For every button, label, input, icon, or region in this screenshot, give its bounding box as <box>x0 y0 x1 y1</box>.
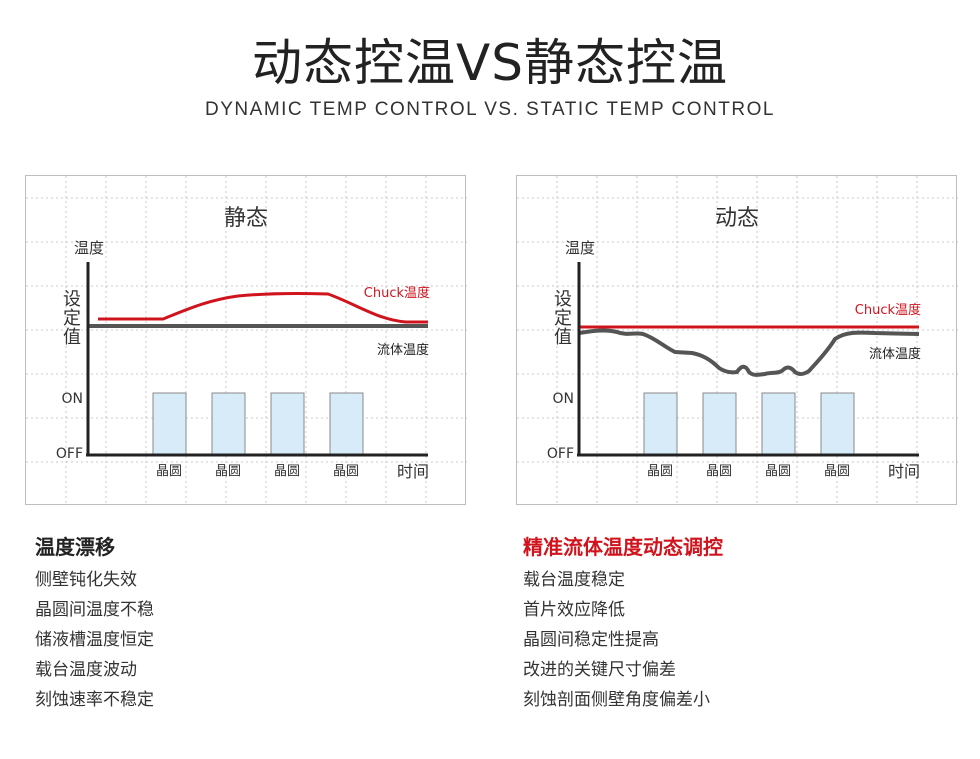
setpoint-label-2: 定 <box>63 308 81 329</box>
wafer-block <box>152 392 187 456</box>
static-chart-svg: 静态 温度 设 定 值 ON OFF Chuck温度 流体温度 晶圆 晶圆 晶圆… <box>26 176 467 506</box>
on-label: ON <box>553 391 575 407</box>
list-item: 晶圆间稳定性提高 <box>523 630 659 650</box>
wafer-block <box>761 392 796 456</box>
setpoint-label-2: 定 <box>554 308 572 329</box>
on-label: ON <box>62 391 84 407</box>
list-item: 载台温度稳定 <box>523 570 625 590</box>
list-item: 储液槽温度恒定 <box>35 630 154 650</box>
list-heading: 温度漂移 <box>35 535 115 559</box>
off-label: OFF <box>56 446 83 462</box>
list-item: 刻蚀剖面侧壁角度偏差小 <box>523 690 710 710</box>
fluid-temp-label: 流体温度 <box>869 346 921 362</box>
page-subtitle: DYNAMIC TEMP CONTROL VS. STATIC TEMP CON… <box>205 99 775 120</box>
list-item: 刻蚀速率不稳定 <box>35 690 154 710</box>
wafer-block <box>643 392 678 456</box>
panel-title: 静态 <box>224 206 268 231</box>
wafer-blocks <box>152 392 364 456</box>
wafer-block <box>270 392 305 456</box>
panel-title: 动态 <box>715 206 759 231</box>
wafer-label: 晶圆 <box>156 464 182 479</box>
grid <box>517 176 958 506</box>
wafer-label: 晶圆 <box>274 464 300 479</box>
wafer-label: 晶圆 <box>647 464 673 479</box>
list-heading: 精准流体温度动态调控 <box>523 535 723 559</box>
list-item: 改进的关键尺寸偏差 <box>523 660 676 680</box>
setpoint-label-1: 设 <box>63 289 81 310</box>
chuck-temp-label: Chuck温度 <box>855 302 921 318</box>
dynamic-chart-svg: 动态 温度 设 定 值 ON OFF Chuck温度 流体温度 晶圆 晶圆 晶圆… <box>517 176 958 506</box>
chuck-temp-line <box>98 291 428 324</box>
page-title: 动态控温VS静态控温 <box>252 34 728 92</box>
static-issues-list: 温度漂移 侧壁钝化失效 晶圆间温度不稳 储液槽温度恒定 载台温度波动 刻蚀速率不… <box>35 532 455 715</box>
setpoint-label-1: 设 <box>554 289 572 310</box>
wafer-block <box>820 392 855 456</box>
fluid-temp-line <box>578 328 920 377</box>
setpoint-label-3: 值 <box>554 327 572 348</box>
chuck-temp-label: Chuck温度 <box>364 285 430 301</box>
list-item: 首片效应降低 <box>523 600 625 620</box>
wafer-block <box>211 392 246 456</box>
wafer-label: 晶圆 <box>824 464 850 479</box>
x-axis-label: 时间 <box>397 462 429 481</box>
wafer-label: 晶圆 <box>333 464 359 479</box>
setpoint-label-3: 值 <box>63 327 81 348</box>
x-axis-label: 时间 <box>888 462 920 481</box>
wafer-label: 晶圆 <box>706 464 732 479</box>
wafer-block <box>702 392 737 456</box>
wafer-block <box>329 392 364 456</box>
list-item: 载台温度波动 <box>35 660 137 680</box>
wafer-label: 晶圆 <box>215 464 241 479</box>
static-chart-panel: 静态 温度 设 定 值 ON OFF Chuck温度 流体温度 晶圆 晶圆 晶圆… <box>25 175 467 506</box>
list-item: 晶圆间温度不稳 <box>35 600 154 620</box>
y-axis-label: 温度 <box>74 239 104 257</box>
wafer-label: 晶圆 <box>765 464 791 479</box>
y-axis-label: 温度 <box>565 239 595 257</box>
dynamic-benefits-list: 精准流体温度动态调控 载台温度稳定 首片效应降低 晶圆间稳定性提高 改进的关键尺… <box>523 532 943 715</box>
list-item: 侧壁钝化失效 <box>35 570 137 590</box>
fluid-temp-label: 流体温度 <box>377 342 429 358</box>
off-label: OFF <box>547 446 574 462</box>
dynamic-chart-panel: 动态 温度 设 定 值 ON OFF Chuck温度 流体温度 晶圆 晶圆 晶圆… <box>516 175 958 506</box>
wafer-blocks <box>643 392 855 456</box>
